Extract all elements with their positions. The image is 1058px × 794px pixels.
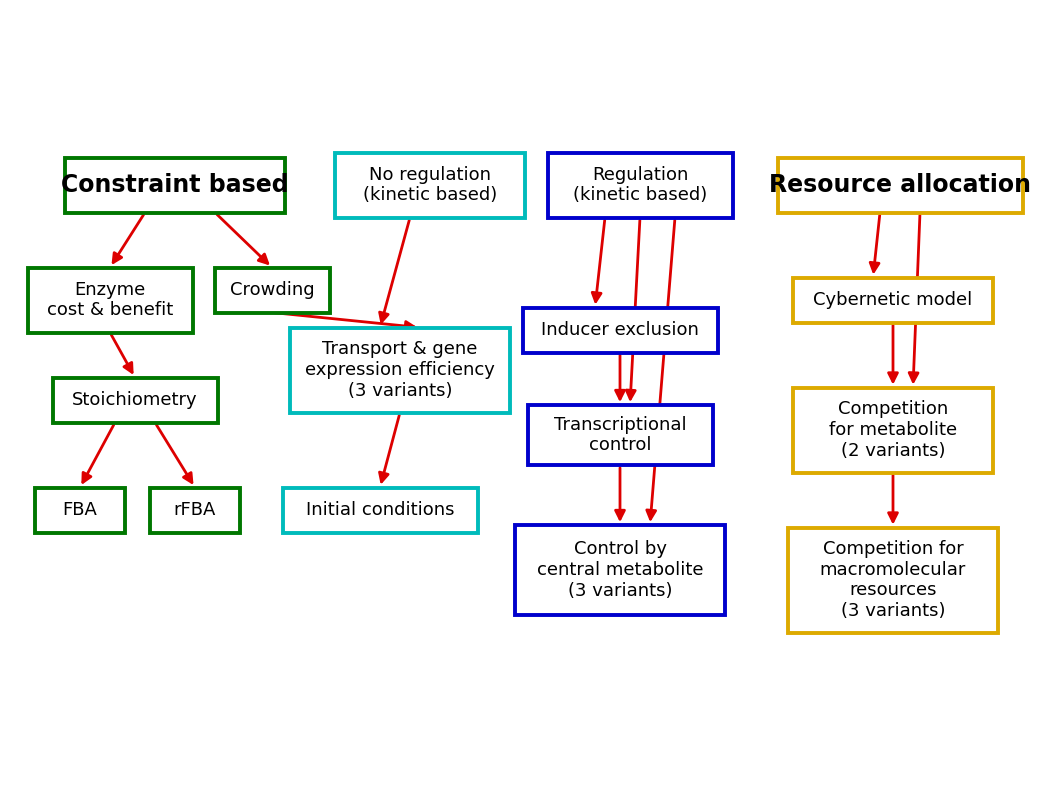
- Text: FBA: FBA: [62, 501, 97, 519]
- FancyBboxPatch shape: [28, 268, 193, 333]
- FancyBboxPatch shape: [794, 277, 993, 322]
- Text: rFBA: rFBA: [174, 501, 216, 519]
- FancyBboxPatch shape: [282, 488, 477, 533]
- FancyBboxPatch shape: [794, 387, 993, 472]
- FancyBboxPatch shape: [528, 405, 712, 465]
- FancyBboxPatch shape: [290, 327, 510, 413]
- FancyBboxPatch shape: [547, 152, 732, 218]
- FancyBboxPatch shape: [335, 152, 525, 218]
- Text: Constraint based: Constraint based: [61, 173, 289, 197]
- Text: Transport & gene
expression efficiency
(3 variants): Transport & gene expression efficiency (…: [305, 340, 495, 400]
- FancyBboxPatch shape: [788, 527, 998, 633]
- Text: No regulation
(kinetic based): No regulation (kinetic based): [363, 166, 497, 204]
- Text: Competition for
macromolecular
resources
(3 variants): Competition for macromolecular resources…: [820, 540, 966, 620]
- FancyBboxPatch shape: [215, 268, 329, 313]
- Text: Stoichiometry: Stoichiometry: [72, 391, 198, 409]
- FancyBboxPatch shape: [523, 307, 717, 353]
- Text: Cybernetic model: Cybernetic model: [814, 291, 972, 309]
- FancyBboxPatch shape: [515, 525, 725, 615]
- FancyBboxPatch shape: [65, 157, 285, 213]
- FancyBboxPatch shape: [778, 157, 1022, 213]
- FancyBboxPatch shape: [150, 488, 240, 533]
- Text: Resource allocation: Resource allocation: [769, 173, 1030, 197]
- Text: Enzyme
cost & benefit: Enzyme cost & benefit: [47, 280, 174, 319]
- Text: Crowding: Crowding: [230, 281, 314, 299]
- FancyBboxPatch shape: [35, 488, 125, 533]
- FancyBboxPatch shape: [53, 377, 218, 422]
- Text: Transcriptional
control: Transcriptional control: [553, 415, 687, 454]
- Text: Control by
central metabolite
(3 variants): Control by central metabolite (3 variant…: [536, 540, 704, 599]
- Text: Competition
for metabolite
(2 variants): Competition for metabolite (2 variants): [828, 400, 957, 460]
- Text: Regulation
(kinetic based): Regulation (kinetic based): [572, 166, 707, 204]
- Text: Initial conditions: Initial conditions: [306, 501, 454, 519]
- Text: Inducer exclusion: Inducer exclusion: [541, 321, 699, 339]
